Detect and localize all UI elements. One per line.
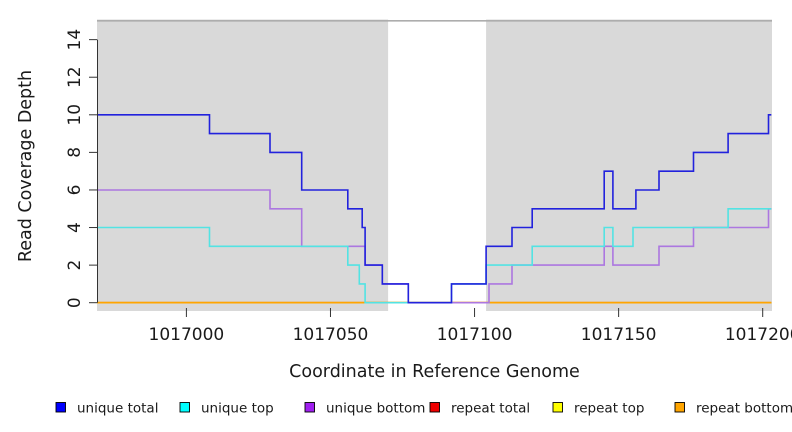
y-tick-label: 0 — [65, 297, 85, 308]
legend-label-unique-total: unique total — [77, 401, 158, 417]
x-tick-label: 1017050 — [293, 325, 369, 345]
series-line-unique-total — [97, 114, 772, 304]
legend: unique total unique top unique bottom repea… — [55, 401, 792, 417]
x-tick-label: 1017000 — [149, 325, 225, 345]
y-tick-label: 8 — [65, 147, 85, 158]
legend-swatch-unique-total — [55, 402, 66, 413]
x-axis-title: Coordinate in Reference Genome — [289, 362, 580, 382]
legend-label-repeat-bottom: repeat bottom — [696, 401, 792, 417]
y-tick-label: 12 — [65, 66, 85, 88]
legend-swatch-unique-top — [179, 402, 190, 413]
plot-area — [97, 19, 772, 311]
y-tick-label: 6 — [65, 185, 85, 196]
legend-label-repeat-total: repeat total — [451, 401, 530, 417]
coverage-gap-band — [388, 19, 487, 311]
legend-label-unique-bottom: unique bottom — [326, 401, 425, 417]
legend-swatch-repeat-top — [552, 402, 563, 413]
x-tick-label: 1017100 — [437, 325, 513, 345]
x-tick-label: 1017150 — [581, 325, 657, 345]
y-tick-label: 2 — [65, 260, 85, 271]
y-tick-label: 10 — [65, 104, 85, 126]
y-axis-title: Read Coverage Depth — [16, 70, 36, 262]
legend-swatch-unique-bottom — [304, 402, 315, 413]
y-tick-label: 4 — [65, 222, 85, 233]
axes: 0 2 4 6 8 10 12 14 1017000 1017050 1017100 1017150 1… — [65, 29, 792, 345]
legend-label-unique-top: unique top — [201, 401, 274, 417]
legend-swatch-repeat-bottom — [674, 402, 685, 413]
legend-swatch-repeat-total — [429, 402, 440, 413]
x-tick-label: 1017200 — [725, 325, 792, 345]
legend-label-repeat-top: repeat top — [574, 401, 644, 417]
y-tick-label: 14 — [65, 29, 85, 51]
